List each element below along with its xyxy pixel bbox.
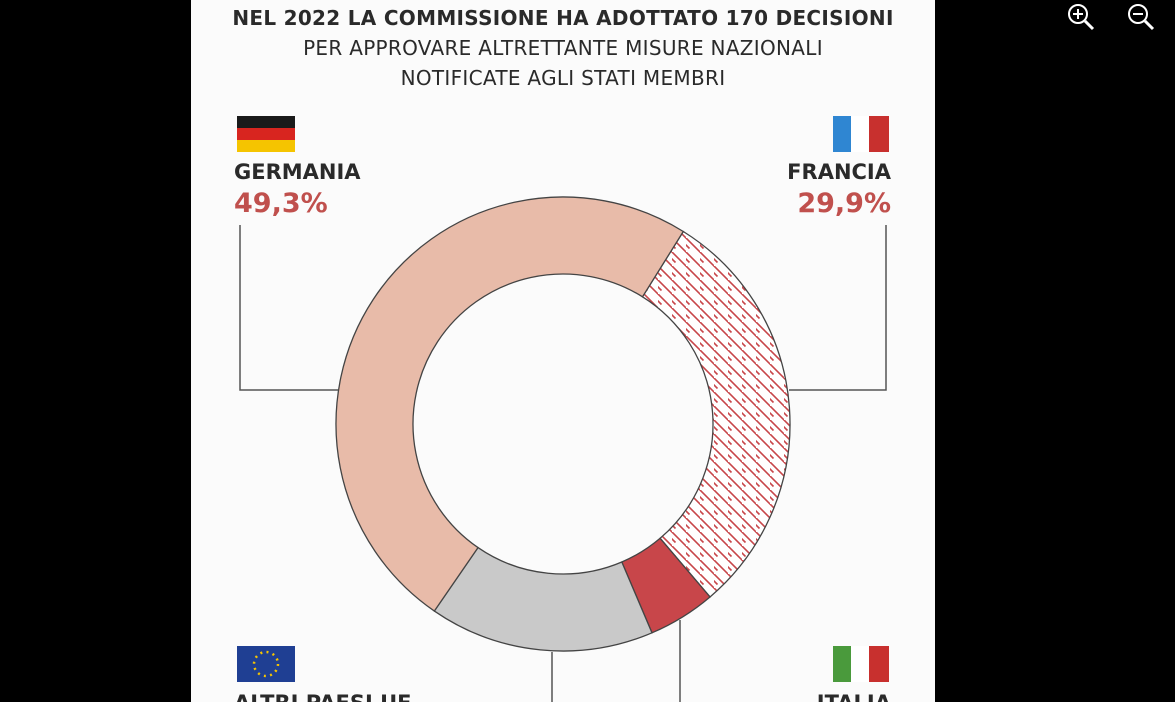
value-label: 29,9% [797, 188, 891, 219]
donut-slice [335, 196, 685, 612]
category-label: ITALIA [817, 691, 892, 702]
title-line: PER APPROVARE ALTRETTANTE MISURE NAZIONA… [303, 36, 823, 60]
title-line: NOTIFICATE AGLI STATI MEMBRI [401, 66, 726, 90]
flag-italy [833, 646, 889, 682]
flag-eu [237, 646, 295, 682]
zoom-out[interactable] [1128, 4, 1155, 31]
leader-line [789, 225, 887, 391]
donut-slice [641, 230, 791, 598]
category-label: GERMANIA [234, 160, 361, 184]
title-line: NEL 2022 LA COMMISSIONE HA ADOTTATO 170 … [232, 6, 893, 30]
category-label: ALTRI PAESI UE [234, 691, 412, 702]
category-label: FRANCIA [787, 160, 892, 184]
leader-line [239, 225, 338, 391]
zoom-in[interactable] [1068, 4, 1095, 31]
flag-france [833, 116, 889, 152]
flag-germany [237, 116, 295, 152]
value-label: 49,3% [234, 188, 328, 219]
